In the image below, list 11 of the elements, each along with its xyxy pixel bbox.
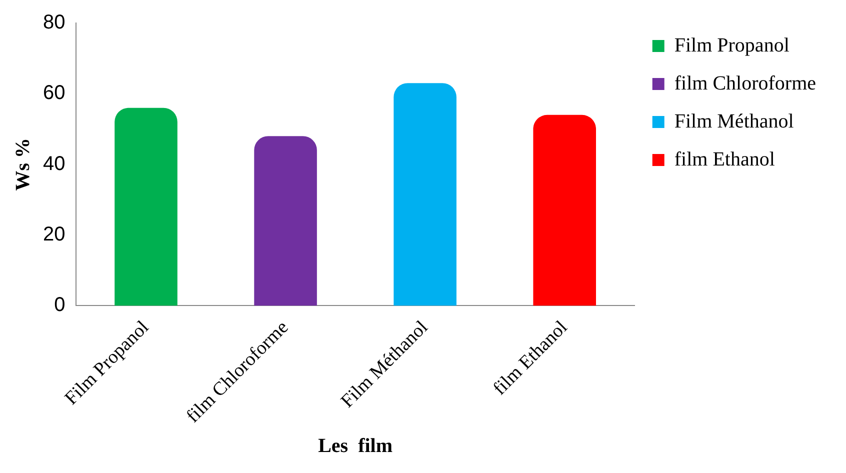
y-tick-label: 60 — [42, 82, 66, 104]
legend-label: Film Méthanol — [674, 110, 794, 132]
legend-label: film Chloroforme — [674, 72, 816, 94]
y-tick-label: 20 — [42, 224, 66, 246]
y-axis-title: Ws % — [12, 138, 34, 191]
y-tick-label: 40 — [42, 152, 66, 175]
legend-label: film Ethanol — [674, 148, 776, 170]
y-tick-label: 0 — [54, 294, 66, 316]
legend-label: Film Propanol — [674, 34, 790, 56]
y-tick-label: 80 — [42, 12, 66, 34]
x-axis-title: Les film — [318, 435, 393, 458]
